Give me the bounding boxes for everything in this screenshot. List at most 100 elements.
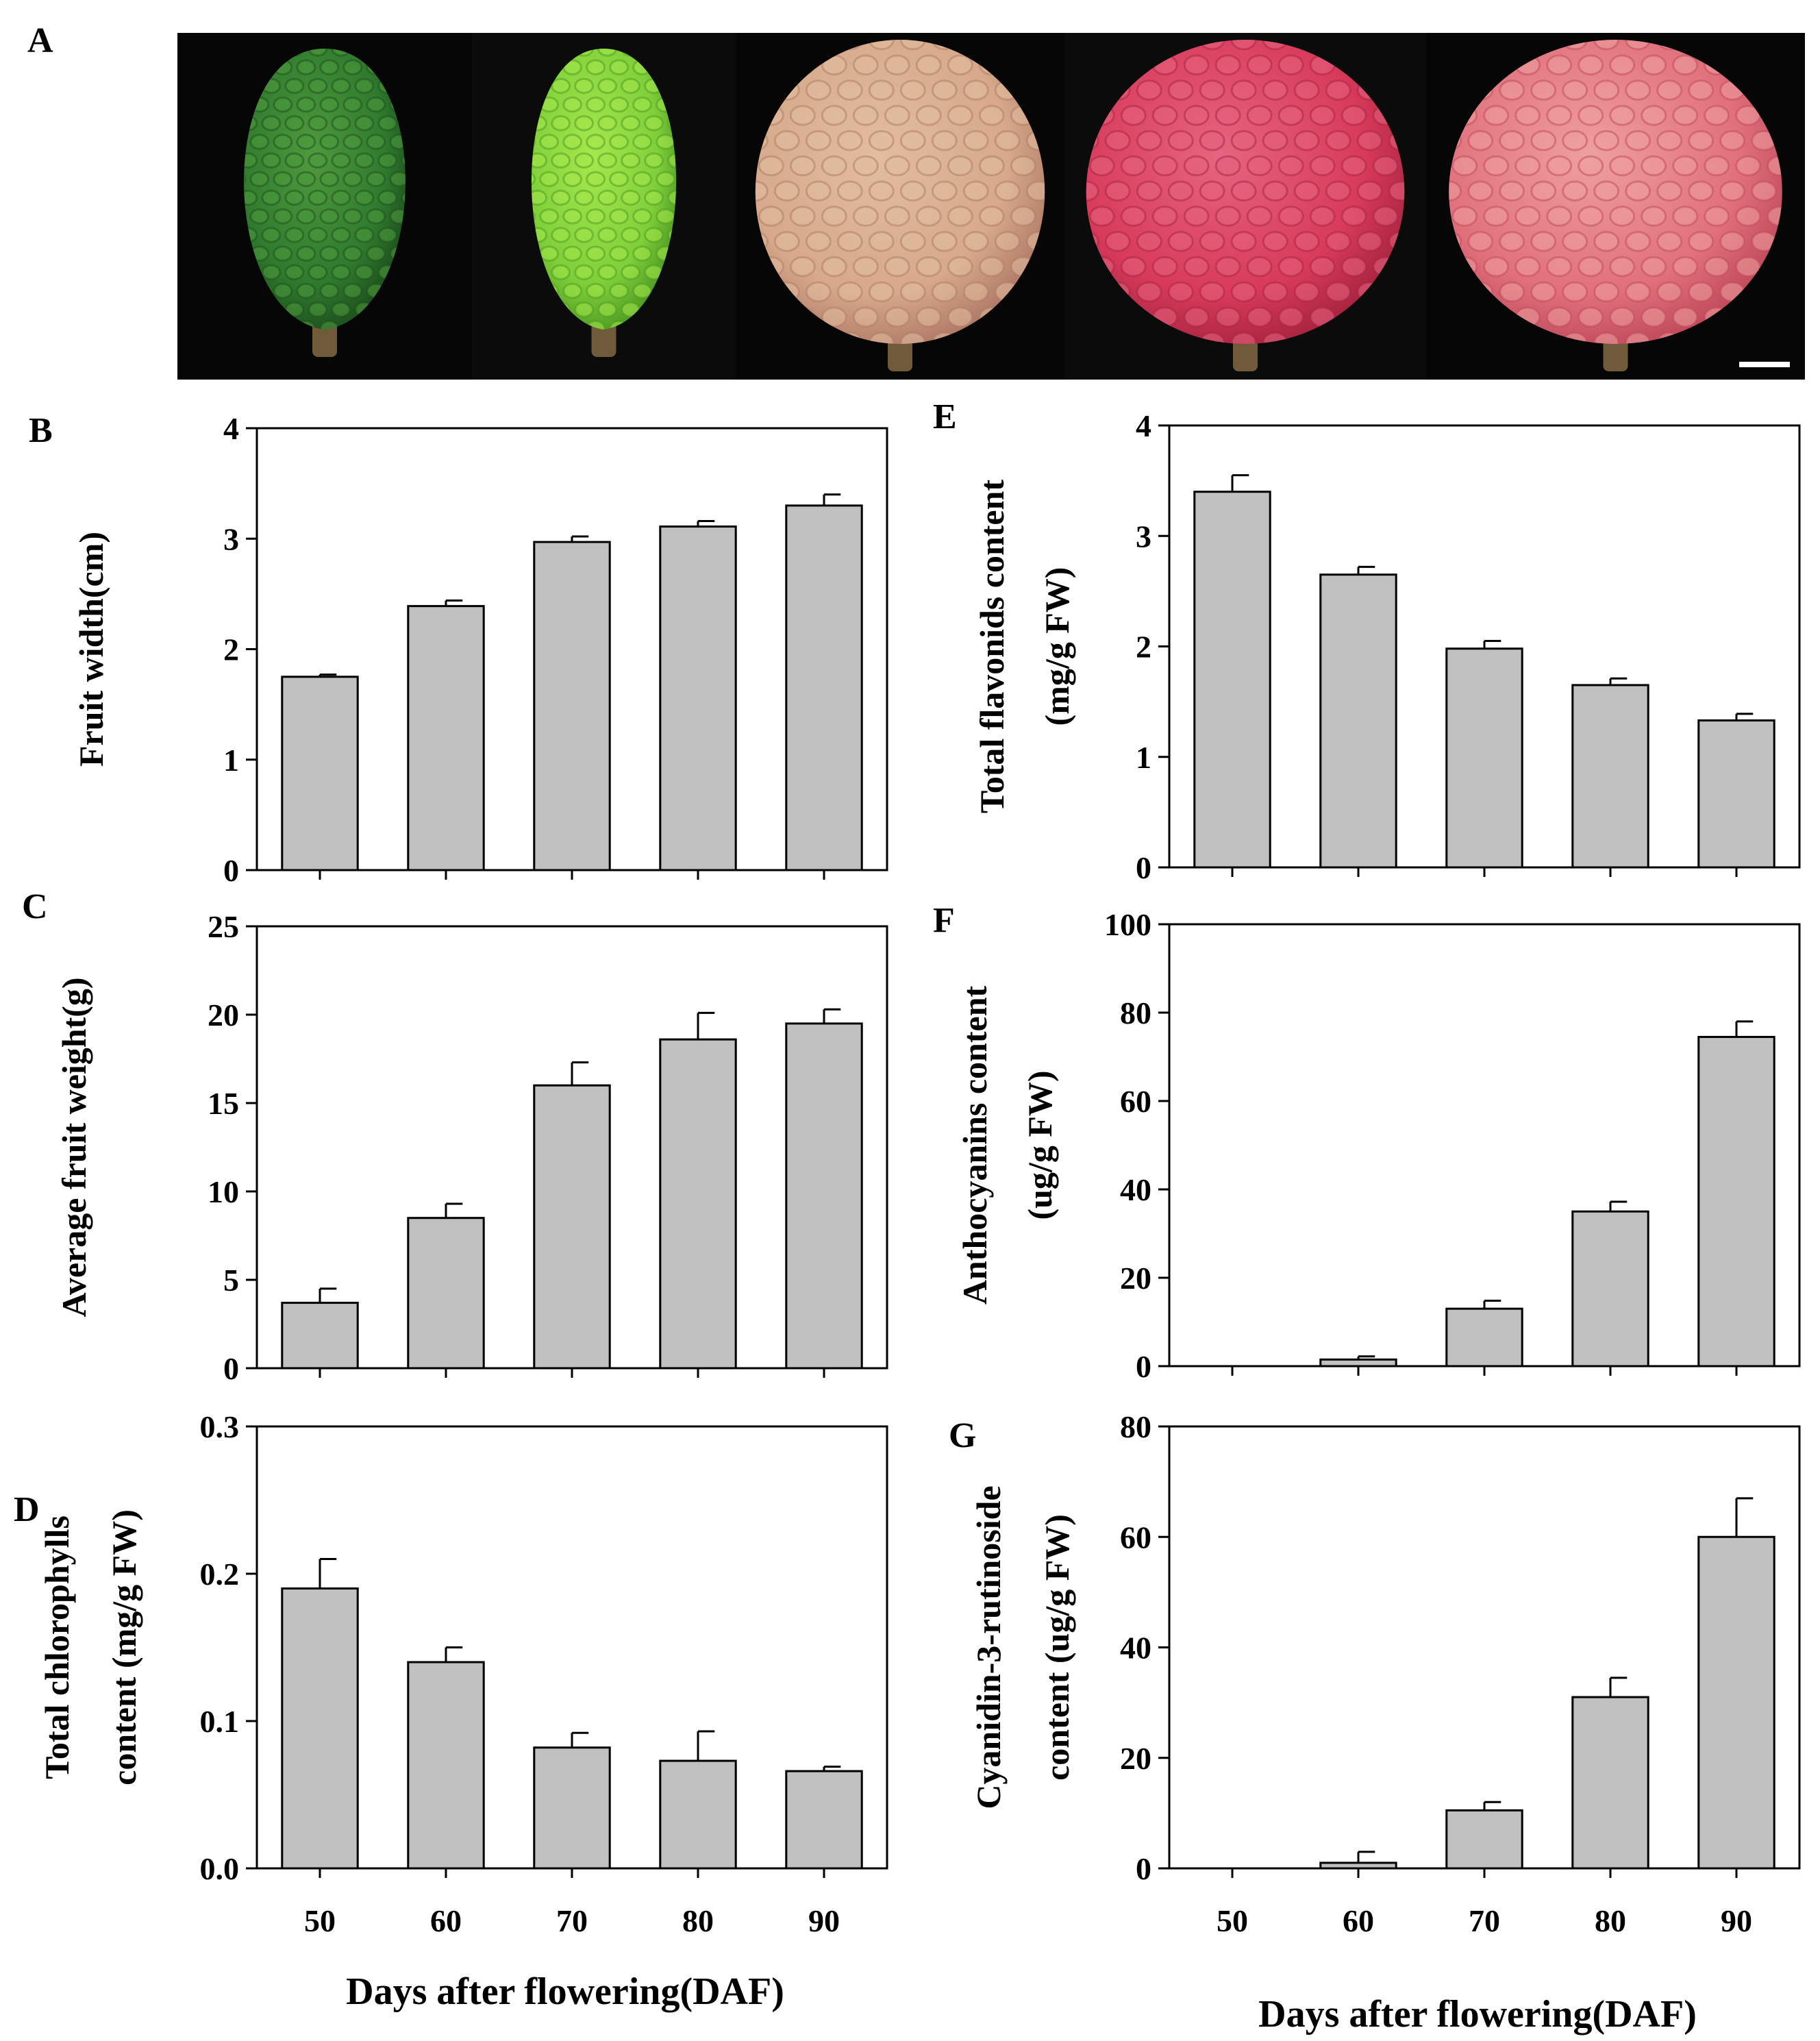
bar-70 bbox=[533, 541, 611, 871]
chart-b: B 0 1 2 3 4 Fruit width(cm) bbox=[29, 411, 888, 888]
y-tick-label: 4 bbox=[1136, 408, 1151, 443]
x-tick-label-60: 60 bbox=[430, 1903, 462, 1938]
bar-60 bbox=[407, 1217, 485, 1370]
y-axis-label: Average fruit weight(g) bbox=[55, 977, 93, 1317]
bar-60 bbox=[407, 605, 485, 871]
y-tick-label: 40 bbox=[1120, 1631, 1151, 1666]
x-tick-label-50: 50 bbox=[1217, 1903, 1248, 1938]
y-tick-label: 0 bbox=[1136, 1851, 1151, 1886]
y-axis-label-line2: content (mg/g FW) bbox=[105, 1509, 143, 1785]
plot-frame bbox=[255, 1425, 888, 1870]
y-axis-label-line2: (ug/g FW) bbox=[1021, 1070, 1059, 1220]
y-tick-label: 80 bbox=[1120, 995, 1151, 1030]
bar-70 bbox=[533, 1084, 611, 1370]
y-tick-label: 0 bbox=[223, 1351, 239, 1386]
y-axis-label-line2: content (ug/g FW) bbox=[1038, 1514, 1076, 1781]
bar-50 bbox=[281, 1302, 359, 1370]
y-tick-label: 1 bbox=[1136, 740, 1151, 775]
fruit-photo-strip bbox=[177, 33, 1805, 380]
y-tick-label: 100 bbox=[1104, 907, 1151, 942]
bar-70 bbox=[1445, 647, 1523, 869]
bar-50 bbox=[281, 676, 359, 871]
x-tick-label-50: 50 bbox=[304, 1903, 336, 1938]
panel-label-a: A bbox=[27, 21, 53, 60]
y-tick-label: 0 bbox=[1136, 850, 1151, 885]
bar-60 bbox=[407, 1661, 485, 1870]
bar-80 bbox=[659, 1038, 737, 1370]
y-tick-label: 10 bbox=[208, 1174, 239, 1209]
chart-g: G 50 60 70 80 90 0 20 40 60 80 Cyanidin-3-rutinosid… bbox=[949, 1409, 1801, 2036]
fruit-90-daf-photo bbox=[1426, 33, 1805, 380]
x-axis-title: Days after flowering(DAF) bbox=[1258, 1993, 1697, 2036]
fruit-70-daf-photo bbox=[736, 33, 1064, 380]
bar-80 bbox=[1571, 1696, 1649, 1870]
x-tick-label-70: 70 bbox=[1469, 1903, 1500, 1938]
bar-80 bbox=[659, 1759, 737, 1870]
bar-90 bbox=[785, 1022, 863, 1370]
y-tick-label: 0.2 bbox=[200, 1557, 240, 1592]
y-tick-label: 60 bbox=[1120, 1084, 1151, 1119]
chart-d: D 50 60 70 80 90 0.0 0.1 0.2 0.3 Total chlorophyll… bbox=[14, 1409, 888, 2013]
fruit-photos bbox=[177, 33, 1805, 380]
y-tick-label: 3 bbox=[223, 521, 239, 556]
y-tick-label: 80 bbox=[1120, 1409, 1151, 1444]
x-tick-label-70: 70 bbox=[556, 1903, 588, 1938]
y-tick-label: 0 bbox=[223, 853, 239, 888]
bar-70 bbox=[1445, 1307, 1523, 1368]
plot-frame bbox=[255, 925, 888, 1370]
bar-80 bbox=[1571, 1210, 1649, 1368]
y-tick-label: 20 bbox=[1120, 1741, 1151, 1776]
y-tick-label: 2 bbox=[1136, 630, 1151, 665]
x-tick-label-80: 80 bbox=[1595, 1903, 1626, 1938]
bar-60 bbox=[1319, 573, 1397, 869]
y-axis-label-line2: (mg/g FW) bbox=[1038, 567, 1076, 726]
bar-90 bbox=[785, 504, 863, 871]
x-tick-label-90: 90 bbox=[808, 1903, 840, 1938]
bar-90 bbox=[785, 1770, 863, 1870]
x-tick-label-60: 60 bbox=[1343, 1903, 1374, 1938]
panel-label-b: B bbox=[29, 411, 53, 450]
y-axis-label: Total chlorophylls bbox=[38, 1516, 76, 1779]
panel-label-g: G bbox=[949, 1416, 976, 1455]
x-tick-label-90: 90 bbox=[1721, 1903, 1752, 1938]
bar-90 bbox=[1697, 719, 1775, 869]
fruit-60-daf-photo bbox=[472, 33, 736, 380]
panel-label-c: C bbox=[22, 887, 48, 926]
y-tick-label: 3 bbox=[1136, 519, 1151, 554]
fruit-80-daf-photo bbox=[1064, 33, 1426, 380]
y-tick-label: 60 bbox=[1120, 1520, 1151, 1555]
bar-70 bbox=[1445, 1809, 1523, 1870]
x-tick-label-80: 80 bbox=[682, 1903, 714, 1938]
chart-e: E 0 1 2 3 4 Total flavonids content (mg/g FW) bbox=[933, 397, 1801, 885]
y-tick-label: 1 bbox=[223, 743, 239, 778]
bar-50 bbox=[281, 1587, 359, 1870]
bar-90 bbox=[1697, 1535, 1775, 1870]
panel-label-f: F bbox=[933, 901, 955, 940]
y-tick-label: 15 bbox=[208, 1086, 239, 1121]
fruit-50-daf-photo bbox=[177, 33, 472, 380]
x-axis-title: Days after flowering(DAF) bbox=[346, 1970, 784, 2013]
bar-80 bbox=[1571, 684, 1649, 869]
y-tick-label: 5 bbox=[223, 1263, 239, 1298]
y-tick-label: 2 bbox=[223, 632, 239, 667]
y-tick-label: 40 bbox=[1120, 1172, 1151, 1207]
bar-50 bbox=[1193, 491, 1271, 869]
y-tick-label: 20 bbox=[208, 998, 239, 1032]
bar-90 bbox=[1697, 1035, 1775, 1368]
y-axis-label: Total flavonids content bbox=[973, 480, 1011, 813]
y-tick-label: 0.1 bbox=[200, 1704, 240, 1739]
scale-bar bbox=[1739, 362, 1790, 367]
panel-label-e: E bbox=[933, 397, 957, 436]
chart-c: C 0 5 10 15 20 25 Average fruit weight(g) bbox=[22, 887, 888, 1386]
chart-f: F 0 20 40 60 80 100 Anthocyanins content (ug/g F… bbox=[933, 901, 1801, 1384]
panel-label-d: D bbox=[14, 1490, 40, 1529]
y-tick-label: 0.0 bbox=[200, 1851, 240, 1886]
y-tick-label: 25 bbox=[208, 909, 239, 944]
plot-frame bbox=[1168, 923, 1801, 1368]
bar-70 bbox=[533, 1746, 611, 1870]
y-tick-label: 0 bbox=[1136, 1349, 1151, 1384]
y-tick-label: 4 bbox=[223, 411, 239, 446]
y-tick-label: 0.3 bbox=[200, 1409, 240, 1444]
y-tick-label: 20 bbox=[1120, 1261, 1151, 1296]
